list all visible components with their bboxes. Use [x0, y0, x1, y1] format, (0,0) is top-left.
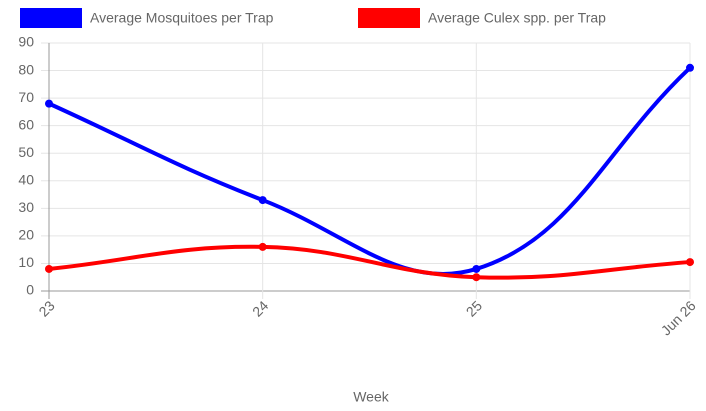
x-tick-label: 23: [35, 297, 57, 319]
y-tick-label: 90: [18, 34, 34, 50]
y-tick-label: 50: [18, 144, 34, 160]
point: [45, 264, 53, 273]
legend-label: Average Culex spp. per Trap: [428, 10, 606, 26]
y-tick-label: 60: [18, 116, 34, 132]
point: [258, 196, 267, 205]
y-tick-label: 0: [26, 282, 34, 298]
point: [472, 264, 481, 273]
y-tick-label: 70: [18, 89, 34, 105]
point: [686, 258, 694, 267]
legend-swatch: [20, 8, 82, 28]
point: [45, 99, 53, 108]
legend-swatch: [358, 8, 420, 28]
point: [258, 242, 267, 251]
point: [472, 273, 481, 282]
y-tick-label: 40: [18, 171, 34, 187]
y-tick-label: 30: [18, 199, 34, 215]
x-axis-title: Week: [353, 389, 390, 405]
line: [48, 66, 692, 276]
y-tick-label: 10: [18, 254, 34, 270]
y-tick-label: 80: [18, 61, 34, 77]
x-tick-label: 24: [249, 297, 271, 319]
x-tick-label: 25: [463, 297, 485, 319]
point: [686, 63, 694, 72]
y-tick-label: 20: [18, 227, 34, 243]
legend-label: Average Mosquitoes per Trap: [90, 10, 274, 26]
x-tick-label: Jun 26: [658, 297, 699, 338]
line: [48, 244, 691, 280]
